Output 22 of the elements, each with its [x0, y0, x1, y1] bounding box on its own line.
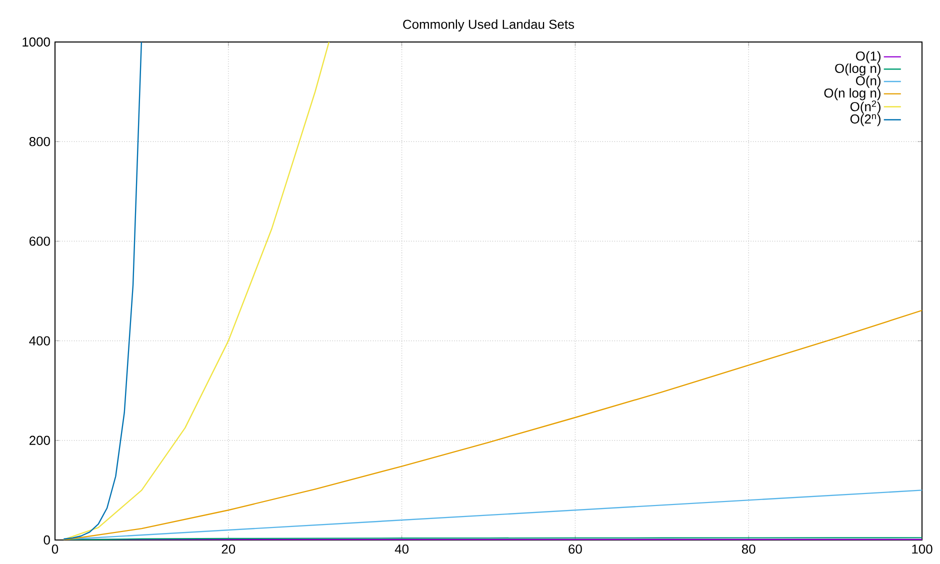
line-series — [63, 310, 922, 540]
x-tick-label: 80 — [742, 544, 756, 554]
legend-label: O(n) — [856, 76, 880, 88]
x-tick-label: 40 — [394, 544, 409, 554]
y-tick-label: 800 — [29, 137, 50, 146]
x-tick-label: 60 — [568, 544, 582, 554]
x-tick-label: 20 — [222, 544, 236, 554]
y-tick-label: 1000 — [22, 37, 50, 47]
legend-label: O(n log n) — [824, 88, 880, 100]
y-tick-label: 200 — [30, 436, 50, 445]
line-series — [63, 42, 330, 540]
legend-label: O(log n) — [835, 63, 880, 76]
chart-title: Commonly Used Landau Sets — [403, 19, 574, 32]
legend-label: O(n$^{2}$) — [850, 100, 880, 114]
x-tick-label: 100 — [912, 544, 932, 554]
legend-label: O(1) — [856, 51, 880, 64]
line-series — [63, 42, 142, 540]
y-tick-label: 600 — [30, 236, 50, 246]
y-tick-label: 0 — [44, 535, 50, 545]
legend-label: O(2$^{n}$) — [850, 114, 880, 126]
x-tick-label: 0 — [52, 544, 58, 554]
y-tick-label: 400 — [29, 336, 50, 346]
